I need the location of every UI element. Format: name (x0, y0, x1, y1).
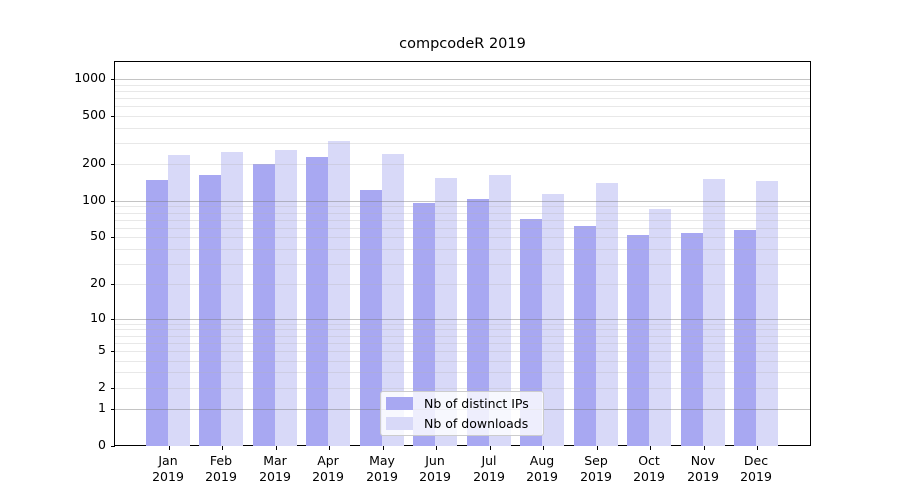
legend-swatch-1 (386, 416, 413, 430)
bar-oct-2019-distinct-ips (627, 235, 649, 446)
x-tick-label-may-2019: May 2019 (366, 453, 398, 484)
y-tick-mark-200 (111, 164, 115, 165)
x-tick-mark-jul-2019 (490, 446, 491, 450)
legend-row-0: Nb of distinct IPs (386, 396, 537, 412)
x-tick-label-feb-2019: Feb 2019 (205, 453, 237, 484)
x-tick-label-sep-2019: Sep 2019 (580, 453, 612, 484)
bar-sep-2019-downloads (596, 183, 618, 446)
x-tick-mark-sep-2019 (597, 446, 598, 450)
y-tick-label-100: 100 (82, 192, 106, 207)
y-tick-mark-1000 (111, 79, 115, 80)
legend: Nb of distinct IPs Nb of downloads (380, 391, 544, 436)
x-tick-mark-jun-2019 (436, 446, 437, 450)
bar-jun-2019-distinct-ips (413, 203, 435, 446)
y-tick-label-50: 50 (90, 228, 106, 243)
bar-may-2019-distinct-ips (360, 190, 382, 446)
bars-layer (115, 62, 810, 446)
x-tick-label-dec-2019: Dec 2019 (740, 453, 772, 484)
plot-area (111, 61, 811, 450)
bar-feb-2019-downloads (221, 152, 243, 446)
x-tick-mark-oct-2019 (650, 446, 651, 450)
y-tick-label-200: 200 (82, 155, 106, 170)
x-tick-label-jul-2019: Jul 2019 (473, 453, 505, 484)
bar-oct-2019-downloads (649, 209, 671, 446)
bar-dec-2019-downloads (756, 181, 778, 446)
y-tick-mark-1 (111, 409, 115, 410)
x-tick-mark-apr-2019 (329, 446, 330, 450)
y-tick-mark-100 (111, 201, 115, 202)
x-tick-label-mar-2019: Mar 2019 (259, 453, 291, 484)
y-tick-mark-5 (111, 351, 115, 352)
y-tick-mark-20 (111, 284, 115, 285)
bar-jul-2019-distinct-ips (467, 199, 489, 446)
legend-label-1: Nb of downloads (424, 415, 529, 431)
bar-nov-2019-downloads (703, 179, 725, 446)
x-tick-mark-aug-2019 (543, 446, 544, 450)
y-tick-label-500: 500 (82, 107, 106, 122)
x-tick-label-jan-2019: Jan 2019 (152, 453, 184, 484)
bar-jan-2019-distinct-ips (146, 180, 168, 446)
y-tick-label-10: 10 (90, 310, 106, 325)
x-tick-mark-may-2019 (383, 446, 384, 450)
x-tick-mark-nov-2019 (704, 446, 705, 450)
x-tick-label-aug-2019: Aug 2019 (526, 453, 558, 484)
y-tick-mark-10 (111, 319, 115, 320)
legend-row-1: Nb of downloads (386, 416, 537, 432)
y-tick-label-0: 0 (98, 437, 106, 452)
y-tick-mark-0 (111, 446, 115, 447)
x-tick-mark-dec-2019 (757, 446, 758, 450)
x-tick-mark-jan-2019 (169, 446, 170, 450)
x-tick-label-apr-2019: Apr 2019 (312, 453, 344, 484)
y-tick-label-20: 20 (90, 275, 106, 290)
bar-mar-2019-distinct-ips (253, 164, 275, 446)
legend-swatch-0 (386, 397, 413, 411)
bar-apr-2019-downloads (328, 141, 350, 446)
legend-label-0: Nb of distinct IPs (424, 396, 529, 412)
bar-jun-2019-downloads (435, 178, 457, 446)
x-tick-mark-mar-2019 (276, 446, 277, 450)
bar-mar-2019-downloads (275, 150, 297, 446)
y-tick-mark-500 (111, 116, 115, 117)
y-tick-mark-50 (111, 237, 115, 238)
bar-nov-2019-distinct-ips (681, 233, 703, 446)
bar-aug-2019-distinct-ips (520, 219, 542, 446)
x-tick-label-oct-2019: Oct 2019 (633, 453, 665, 484)
x-tick-label-nov-2019: Nov 2019 (687, 453, 719, 484)
bar-apr-2019-distinct-ips (306, 157, 328, 446)
bar-may-2019-downloads (382, 154, 404, 446)
y-tick-label-1000: 1000 (74, 70, 106, 85)
bar-jan-2019-downloads (168, 155, 190, 446)
bar-feb-2019-distinct-ips (199, 175, 221, 446)
x-tick-mark-feb-2019 (222, 446, 223, 450)
y-tick-label-5: 5 (98, 342, 106, 357)
chart-title: compcodeR 2019 (399, 36, 526, 52)
bar-jul-2019-downloads (489, 175, 511, 446)
bar-sep-2019-distinct-ips (574, 226, 596, 446)
x-tick-label-jun-2019: Jun 2019 (419, 453, 451, 484)
y-tick-label-2: 2 (98, 379, 106, 394)
y-tick-label-1: 1 (98, 400, 106, 415)
y-tick-mark-2 (111, 388, 115, 389)
bar-aug-2019-downloads (542, 194, 564, 446)
bar-dec-2019-distinct-ips (734, 230, 756, 446)
